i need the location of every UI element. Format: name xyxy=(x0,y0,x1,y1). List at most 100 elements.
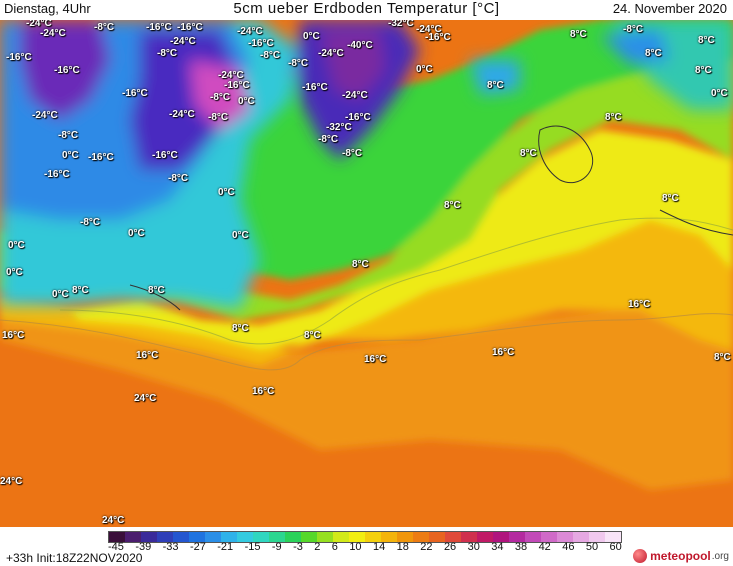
temp-label: 16°C xyxy=(2,330,25,341)
temp-label: 16°C xyxy=(492,347,515,358)
color-scale-tick: 14 xyxy=(372,541,386,553)
color-swatch xyxy=(269,532,285,542)
temp-label: -24°C xyxy=(237,26,263,37)
temp-label: -40°C xyxy=(347,40,373,51)
british-isles-coast xyxy=(538,125,594,184)
temp-label: 24°C xyxy=(0,476,23,487)
color-scale-tick: -39 xyxy=(135,541,152,553)
color-swatch xyxy=(205,532,221,542)
lightgreen-zone xyxy=(0,50,733,320)
color-swatch xyxy=(301,532,317,542)
temp-label: -16°C xyxy=(177,22,203,33)
contour-16 xyxy=(0,313,733,371)
temp-label: -16°C xyxy=(152,150,178,161)
color-swatch xyxy=(221,532,237,542)
temp-label: -8°C xyxy=(157,48,178,59)
color-swatch xyxy=(317,532,333,542)
color-swatch xyxy=(333,532,349,542)
temp-label: 24°C xyxy=(134,393,157,404)
temp-label: -32°C xyxy=(388,20,414,29)
color-scale-tick: 6 xyxy=(331,541,338,553)
temp-label: 24°C xyxy=(102,515,125,526)
temp-label: -8°C xyxy=(208,112,229,123)
color-swatch xyxy=(157,532,173,542)
temp-label: 8°C xyxy=(520,148,537,159)
color-scale-tick: 26 xyxy=(443,541,457,553)
temp-label: -24°C xyxy=(218,70,244,81)
temp-label: 8°C xyxy=(662,193,679,204)
color-swatch xyxy=(525,532,541,542)
temp-label: 0°C xyxy=(6,267,23,278)
color-swatch xyxy=(429,532,445,542)
map-title: 5cm ueber Erdboden Temperatur [°C] xyxy=(233,0,500,17)
color-swatch xyxy=(381,532,397,542)
temp-label: -24°C xyxy=(32,110,58,121)
temp-label: -16°C xyxy=(224,80,250,91)
temp-label: 8°C xyxy=(304,330,321,341)
color-swatch xyxy=(541,532,557,542)
temp-label: 8°C xyxy=(570,29,587,40)
temp-label: -16°C xyxy=(6,52,32,63)
color-swatch xyxy=(253,532,269,542)
europe-coast xyxy=(659,209,733,236)
temp-label: 0°C xyxy=(711,88,728,99)
temp-label: -24°C xyxy=(342,90,368,101)
temp-label: 0°C xyxy=(238,96,255,107)
temp-label: 16°C xyxy=(252,386,275,397)
temp-label: -16°C xyxy=(88,152,114,163)
temp-label: 16°C xyxy=(364,354,387,365)
color-scale-tick: -15 xyxy=(244,541,261,553)
temp-label: -8°C xyxy=(342,148,363,159)
temp-label: -32°C xyxy=(326,122,352,133)
color-swatch xyxy=(477,532,493,542)
color-swatch xyxy=(125,532,141,542)
temp-label: -16°C xyxy=(146,22,172,33)
color-scale-tick: 46 xyxy=(562,541,575,553)
temp-label: 0°C xyxy=(8,240,25,251)
color-scale-tick: 38 xyxy=(514,541,528,553)
color-scale-tick: -27 xyxy=(189,541,206,553)
color-swatch xyxy=(365,532,381,542)
color-swatch xyxy=(397,532,413,542)
color-swatch xyxy=(605,532,621,542)
orange-zone xyxy=(0,300,733,490)
temp-label: -24°C xyxy=(40,28,66,39)
valid-time: Dienstag, 4Uhr xyxy=(4,1,91,16)
temperature-map[interactable]: -24°C -24°C -8°C -16°C -16°C -24°C -24°C… xyxy=(0,20,733,527)
color-scale-tick: 42 xyxy=(538,541,551,553)
temp-label: 8°C xyxy=(148,285,165,296)
temp-label: -16°C xyxy=(302,82,328,93)
yellow-zone xyxy=(70,130,733,350)
color-swatch xyxy=(109,532,125,542)
contour-8 xyxy=(59,217,733,345)
temp-label: 0°C xyxy=(303,31,320,42)
meteopool-logo[interactable]: meteopool .org xyxy=(633,547,729,565)
color-scale-tick: 34 xyxy=(491,541,504,553)
temp-label: 16°C xyxy=(136,350,159,361)
temp-label: -8°C xyxy=(94,22,115,33)
color-scale-bar xyxy=(108,531,622,543)
temp-label: 8°C xyxy=(605,112,622,123)
temp-label: 8°C xyxy=(232,323,249,334)
temp-label: 8°C xyxy=(72,285,89,296)
color-swatch xyxy=(237,532,253,542)
color-scale-tick: -9 xyxy=(271,541,282,553)
temp-label: -16°C xyxy=(44,169,70,180)
temp-label: 8°C xyxy=(714,352,731,363)
scandinavia-cold xyxy=(600,30,670,65)
temp-label: -16°C xyxy=(54,65,80,76)
temp-label: 8°C xyxy=(698,35,715,46)
temp-label: 8°C xyxy=(444,200,461,211)
color-scale-tick: -45 xyxy=(108,541,124,553)
color-swatch xyxy=(589,532,605,542)
color-swatch xyxy=(557,532,573,542)
temp-label: -16°C xyxy=(425,32,451,43)
magenta-zone xyxy=(190,60,250,130)
iceland-patch xyxy=(470,60,520,95)
temp-label: -8°C xyxy=(168,173,189,184)
temp-label: -24°C xyxy=(26,20,52,29)
temp-label: 0°C xyxy=(52,289,69,300)
color-swatch xyxy=(493,532,509,542)
color-scale-tick: 2 xyxy=(314,541,321,553)
color-scale-tick: 60 xyxy=(609,541,622,553)
